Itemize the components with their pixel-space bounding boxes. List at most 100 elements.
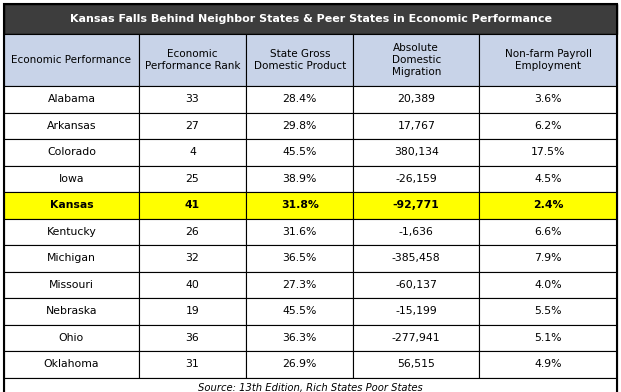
Text: 5.1%: 5.1% (534, 333, 562, 343)
Text: Economic
Performance Rank: Economic Performance Rank (145, 49, 240, 71)
Text: 31.8%: 31.8% (281, 200, 319, 210)
Text: 45.5%: 45.5% (283, 306, 317, 316)
Bar (4, 351, 139, 377)
Bar (479, 34, 617, 86)
Text: Kansas: Kansas (50, 200, 93, 210)
Bar (479, 139, 617, 165)
Text: 20,389: 20,389 (397, 94, 435, 104)
Bar (246, 86, 353, 113)
Bar (4, 4, 617, 34)
Bar (4, 113, 139, 139)
Bar (139, 86, 246, 113)
Text: 36.3%: 36.3% (283, 333, 317, 343)
Text: Michigan: Michigan (47, 253, 96, 263)
Text: 7.9%: 7.9% (534, 253, 562, 263)
Text: -92,771: -92,771 (393, 200, 440, 210)
Bar (479, 113, 617, 139)
Text: Source: 13th Edition, Rich States Poor States: Source: 13th Edition, Rich States Poor S… (198, 383, 423, 392)
Bar (479, 192, 617, 218)
Bar (139, 113, 246, 139)
Text: 36: 36 (186, 333, 199, 343)
Text: 26: 26 (186, 227, 199, 237)
Bar (479, 351, 617, 377)
Text: 41: 41 (185, 200, 200, 210)
Bar (139, 218, 246, 245)
Text: 36.5%: 36.5% (283, 253, 317, 263)
Bar (246, 165, 353, 192)
Text: -26,159: -26,159 (396, 174, 437, 184)
Bar (353, 272, 479, 298)
Bar (4, 298, 139, 325)
Text: -1,636: -1,636 (399, 227, 433, 237)
Bar (353, 351, 479, 377)
Text: Arkansas: Arkansas (47, 121, 96, 131)
Text: 5.5%: 5.5% (534, 306, 562, 316)
Bar (4, 325, 139, 351)
Text: 28.4%: 28.4% (283, 94, 317, 104)
Bar (139, 165, 246, 192)
Text: State Gross
Domestic Product: State Gross Domestic Product (253, 49, 346, 71)
Bar (353, 86, 479, 113)
Text: 26.9%: 26.9% (283, 359, 317, 369)
Bar (246, 325, 353, 351)
Bar (246, 34, 353, 86)
Bar (139, 298, 246, 325)
Bar (4, 34, 139, 86)
Text: 380,134: 380,134 (394, 147, 438, 157)
Bar (479, 298, 617, 325)
Text: Colorado: Colorado (47, 147, 96, 157)
Bar (246, 192, 353, 218)
Text: 32: 32 (186, 253, 199, 263)
Text: 2.4%: 2.4% (533, 200, 563, 210)
Bar (479, 272, 617, 298)
Bar (353, 139, 479, 165)
Bar (4, 192, 139, 218)
Text: 4.9%: 4.9% (534, 359, 562, 369)
Bar (479, 165, 617, 192)
Bar (139, 192, 246, 218)
Bar (139, 272, 246, 298)
Bar (139, 351, 246, 377)
Bar (4, 272, 139, 298)
Text: 40: 40 (186, 280, 199, 290)
Text: 45.5%: 45.5% (283, 147, 317, 157)
Text: Non-farm Payroll
Employment: Non-farm Payroll Employment (504, 49, 592, 71)
Bar (479, 86, 617, 113)
Bar (479, 245, 617, 272)
Text: -60,137: -60,137 (396, 280, 437, 290)
Text: 4: 4 (189, 147, 196, 157)
Bar (246, 272, 353, 298)
Text: 6.6%: 6.6% (534, 227, 562, 237)
Bar (139, 325, 246, 351)
Text: Kentucky: Kentucky (47, 227, 96, 237)
Bar (353, 192, 479, 218)
Bar (246, 245, 353, 272)
Bar (353, 218, 479, 245)
Bar (246, 298, 353, 325)
Text: -385,458: -385,458 (392, 253, 440, 263)
Text: Alabama: Alabama (47, 94, 96, 104)
Text: 17,767: 17,767 (397, 121, 435, 131)
Bar (4, 218, 139, 245)
Text: Absolute
Domestic
Migration: Absolute Domestic Migration (392, 43, 441, 77)
Text: 56,515: 56,515 (397, 359, 435, 369)
Text: Nebraska: Nebraska (46, 306, 97, 316)
Text: 25: 25 (186, 174, 199, 184)
Text: Economic Performance: Economic Performance (11, 55, 132, 65)
Text: 33: 33 (186, 94, 199, 104)
Bar (139, 34, 246, 86)
Bar (353, 245, 479, 272)
Bar (246, 139, 353, 165)
Bar (246, 351, 353, 377)
Bar (4, 139, 139, 165)
Text: 31: 31 (186, 359, 199, 369)
Bar (139, 245, 246, 272)
Bar (479, 325, 617, 351)
Bar (353, 165, 479, 192)
Text: Missouri: Missouri (49, 280, 94, 290)
Text: 6.2%: 6.2% (534, 121, 562, 131)
Bar (4, 245, 139, 272)
Text: 17.5%: 17.5% (531, 147, 565, 157)
Text: 27: 27 (186, 121, 199, 131)
Text: 27.3%: 27.3% (283, 280, 317, 290)
